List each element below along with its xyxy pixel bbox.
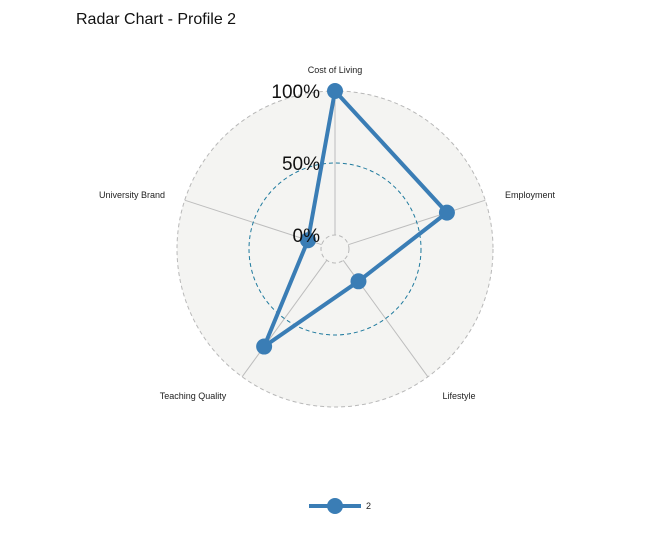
axis-label: Teaching Quality bbox=[160, 391, 227, 401]
radar-series bbox=[256, 83, 455, 355]
radar-background-disc bbox=[177, 91, 493, 407]
chart-title: Radar Chart - Profile 2 bbox=[76, 11, 237, 28]
legend: 2 bbox=[309, 498, 371, 514]
radar-spoke bbox=[241, 260, 328, 378]
radar-grid-labels: 0% 50% 100% bbox=[271, 82, 320, 247]
series-point bbox=[438, 204, 455, 221]
grid-label: 50% bbox=[282, 154, 320, 175]
axis-label: University Brand bbox=[99, 190, 165, 200]
radar-grid-ring bbox=[248, 162, 422, 336]
axis-label: Cost of Living bbox=[308, 65, 363, 75]
legend-label: 2 bbox=[366, 501, 371, 511]
grid-label: 100% bbox=[271, 82, 320, 103]
series-point bbox=[327, 83, 343, 99]
legend-swatch-point bbox=[327, 498, 343, 514]
grid-label: 0% bbox=[293, 226, 321, 247]
series-line bbox=[262, 89, 449, 349]
series-point bbox=[350, 273, 367, 290]
radar-background bbox=[177, 91, 493, 407]
series-point bbox=[299, 232, 316, 249]
axis-label: Lifestyle bbox=[442, 391, 475, 401]
axis-label: Employment bbox=[505, 190, 556, 200]
radar-grid-ring bbox=[320, 234, 350, 264]
radar-axis-labels: Cost of Living Employment Lifestyle Teachin… bbox=[99, 65, 556, 401]
series-point bbox=[256, 338, 273, 355]
